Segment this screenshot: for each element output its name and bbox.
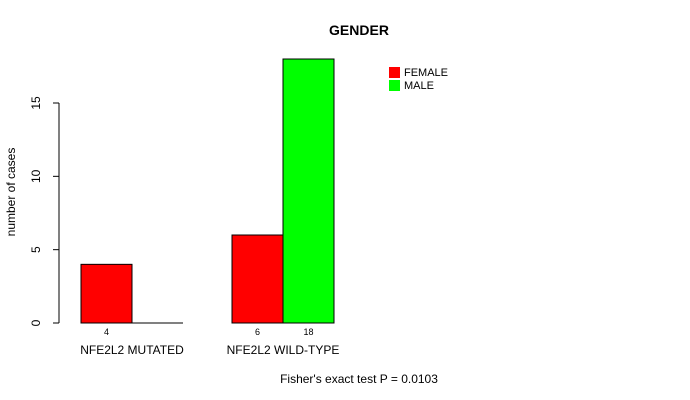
y-axis-label: number of cases: [4, 148, 18, 237]
x-category-label: NFE2L2 MUTATED: [80, 343, 184, 357]
bar-value-label: 6: [255, 327, 260, 337]
fisher-test-annotation: Fisher's exact test P = 0.0103: [280, 372, 438, 386]
bar-value-label: 4: [104, 327, 109, 337]
y-tick-label: 15: [29, 96, 43, 110]
bar-male-1: [282, 58, 335, 324]
bar-value-labels: 4 6 18: [104, 327, 314, 337]
y-tick-label: 10: [29, 169, 43, 183]
chart-title: GENDER: [329, 22, 389, 38]
bar-value-label: 18: [303, 327, 313, 337]
legend-swatch-female: [389, 67, 400, 78]
legend-swatch-male: [389, 80, 400, 91]
bar-female-0: [80, 263, 133, 324]
legend-label-male: MALE: [404, 80, 434, 92]
legend-label-female: FEMALE: [404, 67, 448, 79]
x-category-label: NFE2L2 WILD-TYPE: [227, 343, 340, 357]
bar-female-1: [231, 234, 284, 324]
y-axis: 0 5 10 15: [29, 96, 60, 326]
x-axis-labels: NFE2L2 MUTATED NFE2L2 WILD-TYPE: [80, 343, 339, 357]
y-tick-label: 5: [29, 246, 43, 253]
y-tick-label: 0: [29, 319, 43, 326]
bars: [80, 58, 335, 324]
